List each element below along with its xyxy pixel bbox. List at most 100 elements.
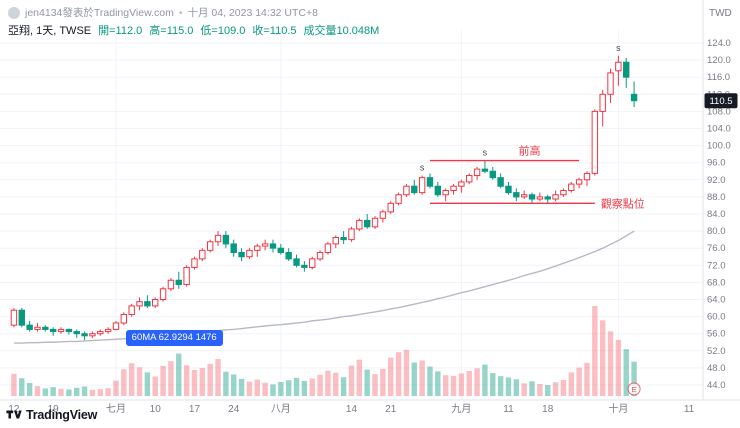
last-price-badge bbox=[704, 93, 738, 109]
candle-body bbox=[403, 185, 410, 196]
high-value: 高=115.0 bbox=[149, 25, 194, 37]
volume-bar bbox=[246, 381, 253, 396]
price-tick-label: 108.0 bbox=[707, 106, 731, 117]
volume-bar bbox=[231, 374, 237, 396]
volume-bar bbox=[183, 365, 190, 396]
candle-body bbox=[10, 309, 18, 326]
candle-body bbox=[505, 185, 512, 194]
trade-marker: s bbox=[483, 148, 488, 158]
volume-bar bbox=[545, 385, 551, 396]
candle-body bbox=[57, 328, 65, 333]
volume-bar bbox=[395, 352, 402, 396]
volume-bar bbox=[152, 376, 158, 396]
time-tick-label: 17 bbox=[189, 404, 201, 415]
volume-bar bbox=[411, 362, 417, 396]
volume-bar bbox=[372, 374, 378, 396]
trade-marker: s bbox=[616, 43, 621, 53]
price-tick-label: 64.0 bbox=[707, 295, 726, 306]
price-tick-label: 56.0 bbox=[707, 329, 726, 340]
candle-body bbox=[615, 61, 622, 72]
candle-body bbox=[536, 196, 544, 200]
volume-bar bbox=[615, 339, 622, 396]
candle-body bbox=[128, 305, 135, 315]
candle-body bbox=[599, 93, 606, 112]
candles bbox=[10, 55, 638, 341]
ma60-line bbox=[13, 230, 635, 344]
volume-bar bbox=[482, 364, 488, 396]
volume-bar bbox=[403, 349, 410, 396]
volume-bar bbox=[254, 379, 260, 396]
time-tick-label: 19 bbox=[48, 404, 60, 415]
time-tick-label: 七月 bbox=[106, 403, 126, 415]
candle-body bbox=[277, 247, 285, 253]
time-tick-label: 10 bbox=[150, 404, 162, 415]
volume-bar bbox=[301, 380, 308, 396]
volume-bar bbox=[309, 378, 315, 396]
volume-bar bbox=[207, 363, 213, 396]
candle-body bbox=[497, 177, 504, 187]
candle-body bbox=[395, 194, 402, 204]
volume-bar bbox=[58, 388, 64, 396]
time-tick-label: 11 bbox=[503, 404, 514, 415]
volume-bar bbox=[419, 360, 425, 396]
candle-body bbox=[18, 309, 25, 326]
volume-bar bbox=[278, 381, 284, 396]
volume-bar bbox=[34, 386, 41, 396]
candle-body bbox=[332, 237, 339, 245]
byline-text: jen4134發表於TradingView.com bbox=[25, 7, 174, 19]
candle-body bbox=[159, 288, 167, 300]
volume-bar bbox=[497, 376, 504, 396]
candle-body bbox=[34, 326, 41, 330]
volume-bar bbox=[474, 368, 480, 396]
candle-body bbox=[568, 183, 575, 191]
volume-bar bbox=[364, 369, 370, 396]
candle-body bbox=[73, 331, 80, 335]
author-avatar[interactable] bbox=[8, 6, 20, 19]
volume-bar bbox=[128, 363, 135, 396]
volume-bar bbox=[11, 373, 17, 396]
time-tick-label: 八月 bbox=[271, 403, 291, 415]
candle-body bbox=[144, 301, 151, 307]
candle-body bbox=[316, 251, 324, 260]
candle-body bbox=[513, 192, 520, 198]
event-marker-circle bbox=[627, 382, 641, 396]
volume-bar bbox=[599, 320, 606, 396]
tradingview-attribution[interactable]: TradingView bbox=[6, 407, 97, 422]
time-tick-label: 11 bbox=[684, 404, 695, 415]
price-tick-label: 96.0 bbox=[707, 158, 726, 169]
volume-bar bbox=[505, 377, 512, 396]
grid bbox=[0, 30, 703, 400]
candle-body bbox=[426, 177, 434, 187]
volume-bar bbox=[552, 382, 559, 396]
volume-bar bbox=[325, 370, 331, 396]
byline: jen4134發表於TradingView.com • 十月 04, 2023 … bbox=[8, 5, 318, 20]
candle-body bbox=[136, 301, 143, 307]
candle-body bbox=[175, 279, 182, 286]
candle-body bbox=[26, 324, 33, 330]
trade-markers: s s s bbox=[420, 43, 621, 173]
time-axis[interactable]: 12 19 七月 10 17 24 八月 14 21 九月 11 18 十月 11 bbox=[8, 402, 694, 415]
candle-body bbox=[607, 72, 614, 95]
volume-bar bbox=[317, 374, 323, 396]
volume-bar bbox=[97, 389, 103, 396]
volume-bar bbox=[623, 349, 629, 396]
candle-body bbox=[254, 245, 261, 251]
volume-bar bbox=[568, 372, 574, 396]
time-tick-label: 21 bbox=[385, 404, 397, 415]
volume-bar bbox=[66, 389, 72, 396]
price-axis[interactable]: 124.0120.0116.0112.0108.0104.0100.096.09… bbox=[704, 38, 738, 391]
volume-bar bbox=[356, 359, 363, 396]
candle-body bbox=[591, 110, 599, 174]
candle-body bbox=[411, 185, 418, 194]
price-tick-label: 84.0 bbox=[707, 209, 726, 220]
volume-bar bbox=[513, 379, 520, 396]
volume-bar bbox=[42, 388, 49, 396]
time-tick-label: 十月 bbox=[608, 402, 628, 415]
annotation-label: 觀察點位 bbox=[601, 196, 645, 210]
candle-body bbox=[199, 249, 206, 260]
candle-body bbox=[214, 234, 222, 243]
candle-body bbox=[387, 202, 394, 213]
